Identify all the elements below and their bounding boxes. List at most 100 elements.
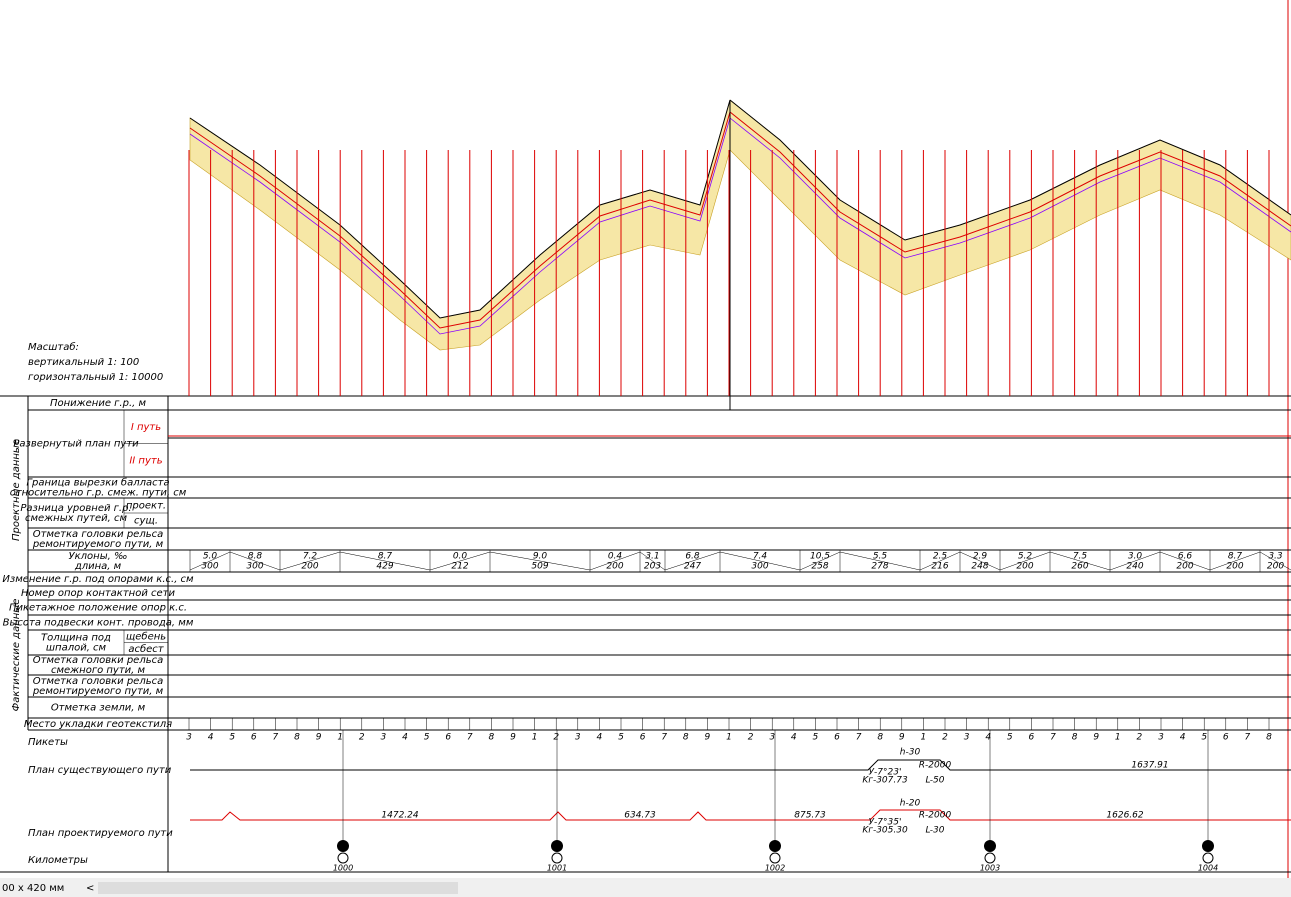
scrollbar-thumb[interactable]	[98, 882, 458, 894]
km-label: 1001	[547, 864, 567, 873]
row-label: Пикетажное положение опор к.с.	[9, 603, 187, 614]
plan-length: 1472.24	[381, 811, 418, 821]
picket-label: 5	[424, 733, 430, 743]
picket-label: 4	[985, 733, 991, 743]
slope-length: 240	[1126, 562, 1143, 572]
row-label: Понижение г.р., м	[50, 398, 147, 409]
picket-label: 9	[1093, 733, 1099, 743]
row-label: относительно г.р. смеж. пути, см	[10, 488, 187, 499]
km-marker	[551, 852, 563, 864]
row-label: шпалой, см	[46, 643, 107, 654]
km-marker	[984, 852, 996, 864]
picket-label: 5	[1201, 733, 1207, 743]
row-label: Разница уровней г.р.	[20, 503, 131, 514]
plan-label: R-2000	[919, 811, 952, 821]
row-label: смежного пути, м	[51, 665, 146, 676]
slope-line	[919, 551, 961, 571]
slope-value: 3.1	[645, 552, 659, 562]
picket-label: 8	[489, 733, 495, 743]
slope-line	[719, 551, 801, 571]
picket-label: 9	[705, 733, 711, 743]
picket-label: 8	[1072, 733, 1078, 743]
slope-line	[839, 551, 921, 571]
lower-label: План существующего пути	[28, 765, 172, 776]
slope-length: 200	[606, 562, 623, 572]
scale-label: горизонтальный 1: 10000	[28, 372, 163, 383]
km-label: 1004	[1198, 864, 1218, 873]
slope-line	[1259, 551, 1291, 571]
km-label: 1002	[765, 864, 785, 873]
slope-value: 0.4	[608, 552, 623, 562]
plan-label: R-2000	[919, 761, 952, 771]
picket-label: 9	[899, 733, 905, 743]
picket-label: 2	[1137, 733, 1143, 743]
plan-label: h-30	[900, 748, 921, 758]
slope-length: 258	[811, 562, 828, 572]
row-label: Толщина под	[41, 633, 111, 644]
slope-value: 7.5	[1073, 552, 1088, 562]
picket-label: 7	[1050, 733, 1056, 743]
km-marker	[1202, 852, 1214, 864]
slope-value: 7.2	[303, 552, 318, 562]
plan-label: У-7°23'	[869, 768, 902, 778]
plan-label: Kг-307.73	[862, 776, 908, 786]
rail-line	[189, 111, 1291, 329]
plan-label: L-50	[925, 776, 944, 786]
row-label: Граница вырезки балласта	[26, 477, 169, 489]
slope-line	[639, 551, 666, 571]
km-marker	[769, 852, 781, 864]
row-label: ремонтируемого пути, м	[32, 686, 164, 697]
slope-length: 200	[1016, 562, 1033, 572]
ground-line	[729, 99, 1291, 241]
slope-value: 3.3	[1268, 552, 1283, 562]
picket-label: 1	[337, 733, 343, 743]
picket-label: 4	[208, 733, 214, 743]
slope-length: 260	[1071, 562, 1088, 572]
slope-line	[999, 551, 1051, 571]
ground-line	[189, 99, 731, 319]
slope-value: 8.7	[378, 552, 393, 562]
plan-label: Kг-305.30	[862, 826, 908, 836]
picket-label: 5	[618, 733, 624, 743]
slope-line	[229, 551, 281, 571]
row-label: Изменение г.р. под опорами к.с., см	[2, 574, 194, 585]
row-sublabel: I путь	[131, 422, 161, 433]
slope-line	[429, 551, 491, 571]
row-label: Отметка головки рельса	[33, 655, 163, 666]
picket-label: 2	[553, 733, 559, 743]
slope-length: 200	[1176, 562, 1193, 572]
picket-label: 8	[877, 733, 883, 743]
picket-label: 3	[381, 733, 387, 743]
lower-label: Пикеты	[28, 737, 68, 748]
row-label: Отметка головки рельса	[33, 529, 163, 540]
scale-label: Масштаб:	[28, 341, 79, 353]
km-marker	[769, 840, 781, 852]
slope-value: 7.4	[753, 552, 768, 562]
row-sublabel: сущ.	[134, 516, 158, 527]
row-sublabel: II путь	[129, 455, 162, 466]
slope-length: 200	[301, 562, 318, 572]
picket-label: 3	[575, 733, 581, 743]
slope-line	[339, 551, 431, 571]
slope-value: 6.6	[1178, 552, 1193, 562]
slope-line	[1109, 551, 1161, 571]
slope-length: 248	[971, 562, 988, 572]
picket-label: 9	[510, 733, 516, 743]
scroll-left[interactable]: <	[86, 883, 94, 894]
design-plan	[190, 809, 1291, 821]
picket-label: 5	[229, 733, 235, 743]
slope-length: 216	[931, 562, 948, 572]
km-marker	[337, 852, 349, 864]
picket-label: 6	[445, 733, 451, 743]
existing-plan	[190, 759, 1291, 771]
slope-line	[799, 551, 841, 571]
plan-label: 1637.91	[1131, 761, 1168, 771]
km-marker	[337, 840, 349, 852]
plan-length: 875.73	[794, 811, 826, 821]
km-marker	[984, 840, 996, 852]
picket-label: 1	[1115, 733, 1121, 743]
slope-length: 203	[644, 562, 661, 572]
slope-value: 10.5	[810, 552, 830, 562]
plan-length: 1626.62	[1106, 811, 1143, 821]
